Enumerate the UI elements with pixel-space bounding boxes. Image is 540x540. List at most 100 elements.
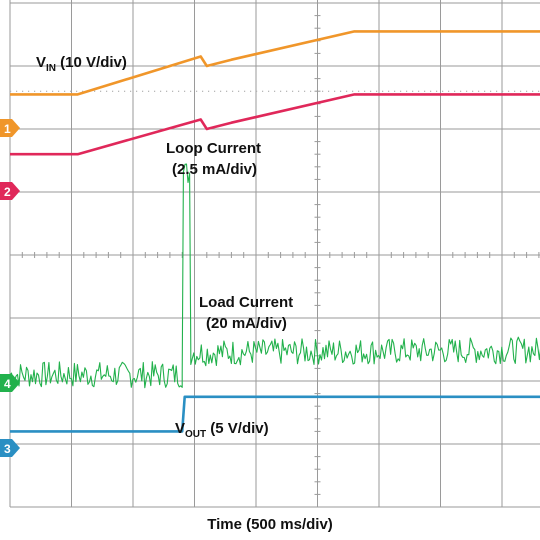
trace-vout [10,395,540,433]
grid-dot [424,90,426,92]
grid-dot [502,90,504,92]
grid-dot [226,90,228,92]
grid-dot [358,90,360,92]
grid-dot [532,90,534,92]
grid-dot [436,90,438,92]
grid-dot [40,90,42,92]
grid-dot [478,90,480,92]
channel-marker-3-arrow [0,439,20,457]
grid-dot [196,90,198,92]
grid-dot [268,90,270,92]
grid-dot [160,90,162,92]
channel-marker-4-number: 4 [4,377,11,391]
grid-dot [172,90,174,92]
grid-dot [490,90,492,92]
channel-marker-3: 3 [0,439,20,457]
grid-dot [340,90,342,92]
grid-dot [76,90,78,92]
grid-dot [154,90,156,92]
grid-dot [304,90,306,92]
channel-marker-2-number: 2 [4,185,11,199]
grid-dot [382,90,384,92]
trace-loop [10,93,540,156]
grid-dot [430,90,432,92]
grid-dot [274,90,276,92]
grid-dot [70,90,72,92]
grid-dot [334,90,336,92]
grid-dot [208,90,210,92]
load-current-label-line1: Load Current [199,294,293,311]
grid-dot [166,90,168,92]
grid-dot [508,90,510,92]
grid-dot [316,90,318,92]
channel-marker-1: 1 [0,119,20,137]
trace-load [9,163,540,389]
grid-dot [106,90,108,92]
grid-dot [364,90,366,92]
grid-dot [244,90,246,92]
grid-dot [178,90,180,92]
grid-dot [472,90,474,92]
plot-area [10,0,540,506]
grid-dot [124,90,126,92]
grid-dot [442,90,444,92]
grid-dot [448,90,450,92]
channel-marker-4-arrow [0,374,20,392]
traces [9,30,540,433]
grid-dot [184,90,186,92]
grid-dot [190,90,192,92]
grid-dot [538,90,540,92]
grid-dot [394,90,396,92]
loop-current-label-line1: Loop Current [166,140,261,157]
grid-dot [346,90,348,92]
grid-dot [16,90,18,92]
grid-dot [286,90,288,92]
grid-dot [310,90,312,92]
grid-dot [298,90,300,92]
grid-dot [136,90,138,92]
grid-dot [214,90,216,92]
grid-dot [250,90,252,92]
grid-dot [130,90,132,92]
grid-dot [388,90,390,92]
trace-vin [10,30,540,96]
grid-dot [118,90,120,92]
vin-label: VIN (10 V/div) [36,54,127,74]
grid-dot [412,90,414,92]
grid-dot [280,90,282,92]
grid-dot [460,90,462,92]
grid-dot [58,90,60,92]
grid-dot [418,90,420,92]
grid-dot [148,90,150,92]
channel-marker-2-arrow [0,182,20,200]
grid [9,0,540,508]
load-current-label-line2: (20 mA/div) [206,315,287,332]
channel-marker-3-number: 3 [4,442,11,456]
grid-dot [370,90,372,92]
grid-dot [256,90,258,92]
channel-marker-4: 4 [0,374,20,392]
grid-dot [142,90,144,92]
x-axis-label: Time (500 ms/div) [207,516,333,533]
grid-dot [100,90,102,92]
grid-dot [112,90,114,92]
grid-dot [262,90,264,92]
grid-dot [466,90,468,92]
grid-dot [496,90,498,92]
grid-dot [526,90,528,92]
loop-current-label-line2: (2.5 mA/div) [172,161,257,178]
grid-dot [10,90,12,92]
grid-dot [328,90,330,92]
grid-dot [520,90,522,92]
grid-dot [352,90,354,92]
grid-dot [484,90,486,92]
grid-dot [22,90,24,92]
grid-dot [220,90,222,92]
grid-dot [34,90,36,92]
channel-marker-1-number: 1 [4,122,11,136]
grid-dot [514,90,516,92]
grid-dot [64,90,66,92]
grid-dot [52,90,54,92]
grid-dot [94,90,96,92]
